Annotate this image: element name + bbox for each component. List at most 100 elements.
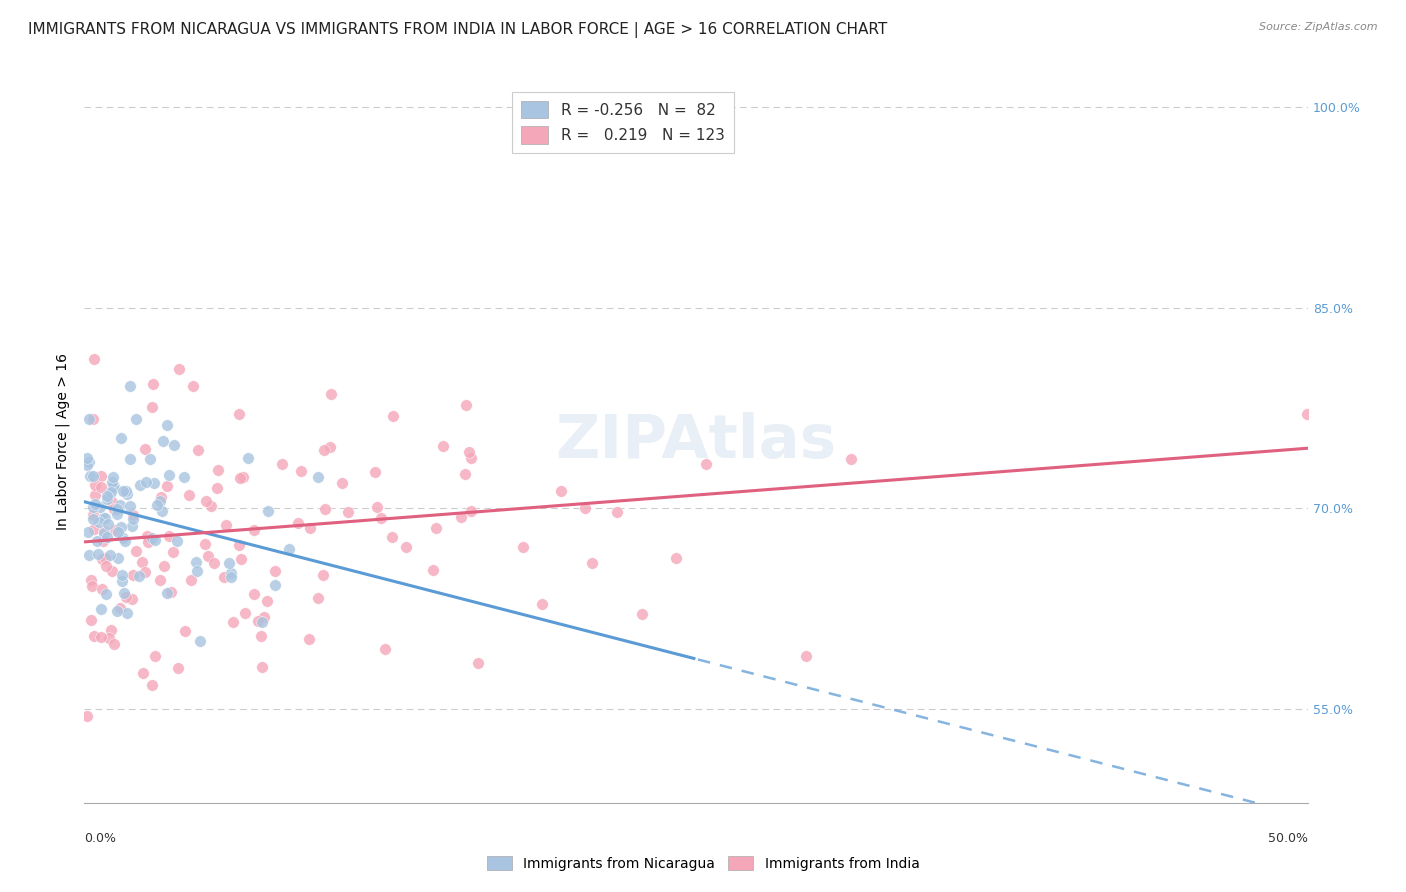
Point: [150, 490, 173, 504]
Point: [101, 475, 124, 489]
Point: [250, 629, 273, 643]
Point: [98, 631, 121, 645]
Point: [142, 377, 165, 392]
Point: [91, 534, 114, 549]
Point: [550, 483, 572, 498]
Point: [312, 567, 335, 582]
Point: [173, 470, 195, 484]
Point: [114, 590, 136, 604]
Point: [422, 563, 444, 577]
Point: [129, 478, 152, 492]
Y-axis label: In Labor Force | Age > 16: In Labor Force | Age > 16: [56, 353, 70, 530]
Point: [93, 510, 115, 524]
Point: [228, 407, 250, 421]
Point: [150, 504, 173, 518]
Point: [197, 549, 219, 564]
Point: [606, 505, 628, 519]
Point: [307, 591, 329, 606]
Point: [90, 602, 112, 616]
Point: [105, 604, 128, 618]
Point: [131, 555, 153, 569]
Point: [794, 649, 817, 664]
Point: [221, 566, 243, 580]
Point: [287, 516, 309, 531]
Point: [96, 489, 118, 503]
Point: [77, 548, 100, 562]
Point: [243, 523, 266, 537]
Point: [139, 452, 162, 467]
Point: [103, 637, 125, 651]
Point: [432, 439, 454, 453]
Point: [90, 468, 112, 483]
Legend: R = -0.256   N =  82, R =   0.219   N = 123: R = -0.256 N = 82, R = 0.219 N = 123: [512, 92, 734, 153]
Point: [86, 534, 108, 549]
Point: [76, 451, 98, 466]
Point: [76, 458, 98, 472]
Point: [142, 475, 165, 490]
Point: [263, 578, 285, 592]
Point: [512, 541, 534, 555]
Point: [84, 497, 107, 511]
Point: [105, 508, 128, 522]
Point: [330, 475, 353, 490]
Point: [107, 525, 129, 540]
Point: [118, 499, 141, 513]
Point: [136, 534, 159, 549]
Point: [82, 512, 104, 526]
Point: [298, 632, 321, 646]
Point: [318, 440, 340, 454]
Point: [233, 606, 256, 620]
Point: [96, 587, 118, 601]
Point: [98, 548, 121, 562]
Point: [82, 508, 104, 522]
Point: [299, 521, 322, 535]
Point: [307, 470, 329, 484]
Point: [134, 442, 156, 456]
Point: [114, 484, 136, 499]
Point: [83, 522, 105, 536]
Point: [87, 516, 110, 530]
Point: [314, 442, 336, 457]
Point: [77, 455, 100, 469]
Point: [115, 487, 138, 501]
Point: [105, 501, 128, 516]
Point: [84, 488, 107, 502]
Point: [76, 524, 98, 539]
Point: [156, 417, 179, 432]
Point: [256, 594, 278, 608]
Point: [134, 565, 156, 579]
Point: [581, 556, 603, 570]
Point: [163, 437, 186, 451]
Text: Source: ZipAtlas.com: Source: ZipAtlas.com: [1260, 22, 1378, 32]
Point: [94, 511, 117, 525]
Point: [166, 534, 188, 549]
Point: [87, 547, 110, 561]
Point: [122, 511, 145, 525]
Point: [107, 551, 129, 566]
Point: [80, 579, 103, 593]
Point: [382, 409, 405, 423]
Point: [80, 574, 103, 588]
Point: [110, 520, 132, 534]
Point: [77, 412, 100, 426]
Point: [162, 545, 184, 559]
Point: [460, 450, 482, 465]
Point: [454, 467, 477, 482]
Point: [194, 537, 217, 551]
Point: [219, 570, 242, 584]
Point: [110, 431, 132, 445]
Point: [82, 412, 104, 426]
Point: [531, 598, 554, 612]
Point: [228, 538, 250, 552]
Point: [141, 400, 163, 414]
Point: [184, 555, 207, 569]
Point: [157, 467, 180, 482]
Point: [93, 524, 115, 539]
Text: 0.0%: 0.0%: [84, 831, 117, 845]
Point: [111, 567, 134, 582]
Point: [207, 463, 229, 477]
Text: ZIPAtlas: ZIPAtlas: [555, 412, 837, 471]
Point: [156, 479, 179, 493]
Point: [128, 569, 150, 583]
Point: [91, 552, 114, 566]
